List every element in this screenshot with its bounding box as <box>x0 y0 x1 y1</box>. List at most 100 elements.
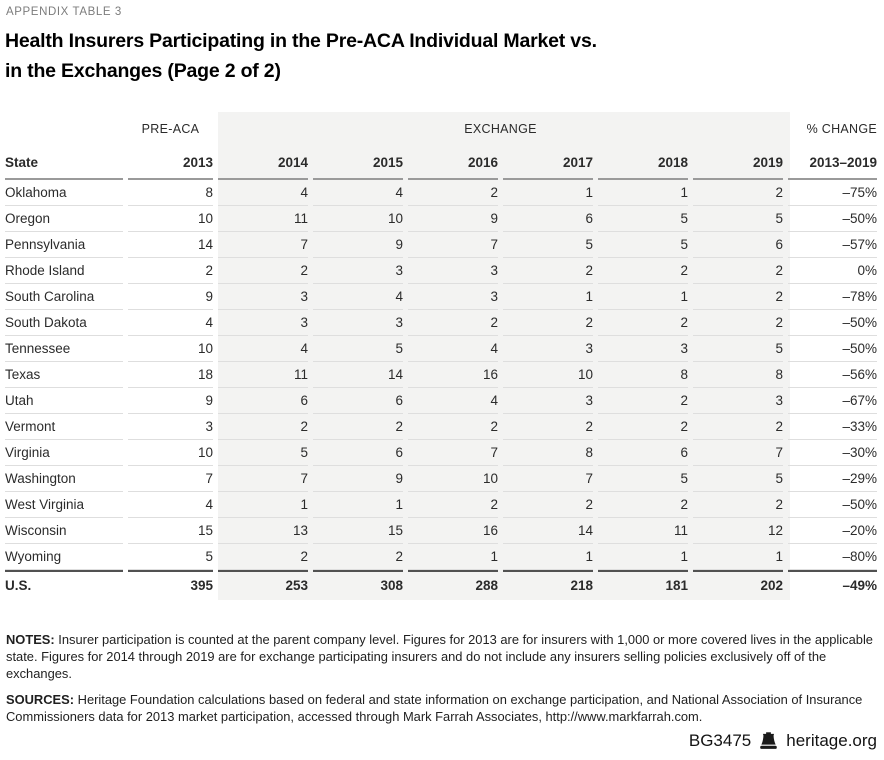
value-cell: 14 <box>313 362 403 388</box>
value-cell: 2 <box>693 284 784 310</box>
value-cell: 395 <box>128 570 213 598</box>
value-cell: 5 <box>598 466 688 492</box>
value-cell: 10 <box>408 466 498 492</box>
value-cell: 2 <box>503 492 593 518</box>
value-cell: 3 <box>408 284 498 310</box>
value-cell: 1 <box>408 544 498 570</box>
pct-change-cell: –80% <box>788 544 878 570</box>
value-cell: 3 <box>408 258 498 284</box>
value-cell: 1 <box>598 284 688 310</box>
pct-change-cell: –50% <box>788 336 878 362</box>
value-cell: 2 <box>218 544 308 570</box>
pct-change-cell: –49% <box>788 570 878 598</box>
insurer-table-area: PRE-ACA EXCHANGE % CHANGE State 2013 201… <box>0 112 884 600</box>
appendix-label: APPENDIX TABLE 3 <box>6 6 122 18</box>
value-cell: 15 <box>128 518 213 544</box>
table-row: South Carolina 9 3 4 3 1 1 2 –78% <box>5 284 878 310</box>
value-cell: 6 <box>313 388 403 414</box>
value-cell: 4 <box>218 336 308 362</box>
column-header-2015: 2015 <box>313 146 403 180</box>
value-cell: 7 <box>218 466 308 492</box>
table-row: Oregon 10 11 10 9 6 5 5 –50% <box>5 206 878 232</box>
value-cell: 8 <box>503 440 593 466</box>
value-cell: 4 <box>128 492 213 518</box>
value-cell: 2 <box>693 414 784 440</box>
value-cell: 2 <box>408 492 498 518</box>
value-cell: 2 <box>218 414 308 440</box>
value-cell: 7 <box>408 232 498 258</box>
value-cell: 4 <box>408 336 498 362</box>
value-cell: 9 <box>128 388 213 414</box>
value-cell: 1 <box>598 544 688 570</box>
value-cell: 2 <box>503 414 593 440</box>
value-cell: 288 <box>408 570 498 598</box>
value-cell: 6 <box>313 440 403 466</box>
pct-change-cell: –75% <box>788 180 878 206</box>
value-cell: 4 <box>408 388 498 414</box>
table-row: Pennsylvania 14 7 9 7 5 5 6 –57% <box>5 232 878 258</box>
column-header-2018: 2018 <box>598 146 688 180</box>
column-header-state: State <box>5 146 123 180</box>
value-cell: 7 <box>503 466 593 492</box>
value-cell: 5 <box>313 336 403 362</box>
value-cell: 6 <box>598 440 688 466</box>
sources-label: SOURCES: <box>6 692 75 707</box>
value-cell: 8 <box>598 362 688 388</box>
table-row: Utah 9 6 6 4 3 2 3 –67% <box>5 388 878 414</box>
value-cell: 3 <box>503 388 593 414</box>
value-cell: 3 <box>598 336 688 362</box>
value-cell: 10 <box>503 362 593 388</box>
page-title: Health Insurers Participating in the Pre… <box>5 30 597 82</box>
liberty-bell-icon <box>760 732 778 749</box>
value-cell: 2 <box>693 492 784 518</box>
value-cell: 2 <box>598 414 688 440</box>
value-cell: 181 <box>598 570 688 598</box>
pct-change-cell: –50% <box>788 492 878 518</box>
value-cell: 10 <box>128 206 213 232</box>
pct-change-cell: –20% <box>788 518 878 544</box>
value-cell: 2 <box>598 492 688 518</box>
pct-change-cell: –50% <box>788 206 878 232</box>
table-row: Oklahoma 8 4 4 2 1 1 2 –75% <box>5 180 878 206</box>
value-cell: 253 <box>218 570 308 598</box>
state-cell: West Virginia <box>5 492 123 518</box>
notes-text: Insurer participation is counted at the … <box>6 632 873 681</box>
heritage-site: heritage.org <box>786 731 877 750</box>
value-cell: 2 <box>693 258 784 284</box>
state-cell: Wisconsin <box>5 518 123 544</box>
table-row: Rhode Island 2 2 3 3 2 2 2 0% <box>5 258 878 284</box>
pct-change-cell: –50% <box>788 310 878 336</box>
value-cell: 2 <box>313 414 403 440</box>
value-cell: 3 <box>218 310 308 336</box>
table-row: Wisconsin 15 13 15 16 14 11 12 –20% <box>5 518 878 544</box>
value-cell: 2 <box>598 388 688 414</box>
value-cell: 9 <box>408 206 498 232</box>
value-cell: 2 <box>408 414 498 440</box>
pct-change-cell: –29% <box>788 466 878 492</box>
state-cell: Pennsylvania <box>5 232 123 258</box>
value-cell: 12 <box>693 518 784 544</box>
value-cell: 5 <box>598 232 688 258</box>
value-cell: 3 <box>693 388 784 414</box>
column-header-2014: 2014 <box>218 146 308 180</box>
state-cell: Oklahoma <box>5 180 123 206</box>
state-cell: Oregon <box>5 206 123 232</box>
column-header-row: State 2013 2014 2015 2016 2017 2018 2019… <box>5 146 878 180</box>
value-cell: 8 <box>693 362 784 388</box>
value-cell: 14 <box>128 232 213 258</box>
pct-change-cell: –78% <box>788 284 878 310</box>
value-cell: 4 <box>218 180 308 206</box>
document-id: BG3475 <box>688 731 752 750</box>
value-cell: 15 <box>313 518 403 544</box>
value-cell: 1 <box>503 544 593 570</box>
value-cell: 2 <box>693 180 784 206</box>
value-cell: 6 <box>693 232 784 258</box>
value-cell: 16 <box>408 518 498 544</box>
value-cell: 218 <box>503 570 593 598</box>
table-row: Wyoming 5 2 2 1 1 1 1 –80% <box>5 544 878 570</box>
state-cell: U.S. <box>5 570 123 598</box>
column-header-2017: 2017 <box>503 146 593 180</box>
table-row: Texas 18 11 14 16 10 8 8 –56% <box>5 362 878 388</box>
value-cell: 4 <box>313 284 403 310</box>
value-cell: 5 <box>693 206 784 232</box>
